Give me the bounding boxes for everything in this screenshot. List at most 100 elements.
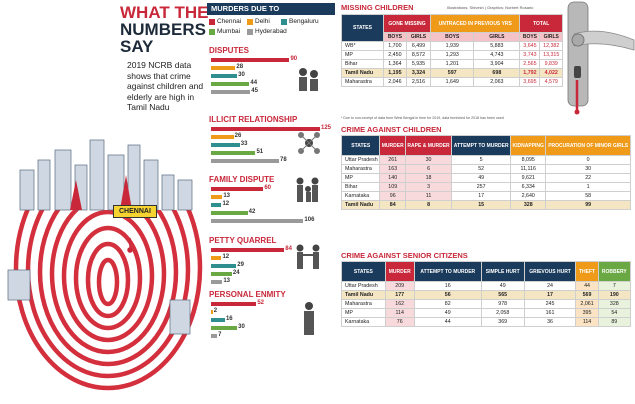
state-cell: Karnataka (340, 191, 381, 201)
value-cell: 2,640 (510, 191, 547, 201)
bar-value-label: 26 (234, 133, 242, 139)
murders-header: MURDERS DUE TO (207, 3, 335, 15)
bar-bengaluru (211, 264, 237, 268)
th-gone-missing: GONE MISSING (382, 14, 432, 33)
column-header: ROBBERY (597, 261, 632, 282)
legend-label: Bengaluru (289, 18, 319, 25)
headline-line-3: SAY (120, 37, 154, 56)
th-total: TOTAL (519, 14, 563, 33)
column-header: GRIEVOUS HURT (523, 261, 577, 282)
legend-chennai: Chennai (209, 18, 241, 25)
value-cell: 5,883 (473, 41, 521, 51)
value-cell: 49 (413, 308, 482, 318)
column-header: THEFT (575, 261, 599, 282)
bar-value-label: 51 (256, 149, 264, 155)
value-cell: 395 (575, 308, 599, 318)
table-row: MP 114 49 2,058 161 395 54 (341, 308, 632, 318)
legend-swatch (209, 28, 215, 35)
value-cell: 2,061 (575, 299, 599, 309)
value-cell: 7 (597, 281, 632, 291)
category-personal-enmity-title: PERSONAL ENMITY (209, 290, 286, 299)
value-cell: 0 (545, 155, 631, 165)
column-header: ATTEMPT TO MURDER (413, 261, 482, 282)
value-cell: 8,572 (405, 50, 432, 60)
value-cell: 6 (404, 164, 453, 174)
state-cell: WB* (341, 41, 384, 51)
headline: WHAT THE NUMBERS SAY (120, 4, 210, 55)
value-cell: 11 (404, 191, 453, 201)
bar-delhi (211, 310, 213, 314)
value-cell: 17 (523, 290, 577, 300)
value-cell: 2,058 (480, 308, 525, 318)
table-row: Maharastra 2,046 2,516 1,649 2,063 3,695 4,579 (341, 77, 563, 87)
table-row: Tamil Nadu 84 8 15 328 99 (340, 200, 631, 210)
bar-mumbai (211, 151, 256, 155)
bar-value-label: 60 (264, 185, 271, 191)
value-cell: 2,516 (405, 77, 432, 87)
bar-value-label: 30 (238, 72, 245, 78)
value-cell: 16 (413, 281, 482, 291)
value-cell: 8,095 (510, 155, 547, 165)
headline-line-1: WHAT THE (120, 3, 209, 22)
state-cell: Maharastra (341, 77, 384, 87)
table-row: Uttar Pradesh 209 16 49 24 44 7 (341, 281, 632, 291)
table-row: Maharastra 162 82 978 245 2,061 328 (341, 299, 632, 309)
bar-value-label: 84 (285, 246, 292, 252)
temple-towers (70, 175, 132, 210)
bar-value-label: 106 (304, 217, 315, 223)
state-cell: Bihar (341, 59, 384, 69)
legend-swatch (247, 18, 253, 25)
bar-value-label: 13 (223, 278, 231, 284)
state-cell: Uttar Pradesh (341, 281, 386, 291)
value-cell: 36 (523, 317, 577, 327)
illicit-relationship-icon (298, 132, 320, 154)
value-cell: 3,743 (519, 50, 541, 60)
state-cell: Maharastra (340, 164, 381, 174)
bar-bengaluru (211, 143, 240, 147)
table-row: Bihar 109 3 257 6,334 1 (340, 182, 631, 192)
legend-mumbai: Mumbai (209, 28, 240, 35)
table-row: Karnataka 96 11 17 2,640 58 (340, 191, 631, 201)
bar-chennai (211, 302, 257, 306)
value-cell: 190 (597, 290, 632, 300)
value-cell: 209 (384, 281, 415, 291)
value-cell: 76 (384, 317, 415, 327)
value-cell: 1,364 (383, 59, 407, 69)
state-cell: MP (340, 173, 381, 183)
value-cell: 44 (575, 281, 599, 291)
value-cell: 114 (575, 317, 599, 327)
crime-seniors-table: STATES MURDER ATTEMPT TO MURDER SIMPLE HURT… (341, 261, 632, 327)
column-header: SIMPLE HURT (480, 261, 525, 282)
value-cell: 2,063 (473, 77, 521, 87)
value-cell: 257 (451, 182, 512, 192)
value-cell: 261 (379, 155, 406, 165)
value-cell: 1,792 (519, 68, 541, 78)
value-cell: 328 (597, 299, 632, 309)
value-cell: 1 (545, 182, 631, 192)
value-cell: 3,645 (519, 41, 541, 51)
table-row: WB* 1,700 6,499 1,939 5,883 3,645 12,382 (341, 41, 563, 51)
bar-value-label: 2 (213, 308, 218, 314)
crime-seniors-title: CRIME AGAINST SENIOR CITIZENS (341, 251, 468, 260)
legend-label: Chennai (217, 18, 242, 25)
value-cell: 44 (413, 317, 482, 327)
value-cell: 54 (597, 308, 632, 318)
category-family-dispute-title: FAMILY DISPUTE (209, 175, 275, 184)
bar-mumbai (211, 272, 232, 276)
value-cell: 3,324 (405, 68, 432, 78)
value-cell: 49 (480, 281, 525, 291)
column-header: STATES (341, 261, 386, 282)
bar-value-label: 90 (290, 56, 298, 62)
legend-swatch (209, 18, 215, 25)
table-row: Tamil Nadu 177 56 565 17 569 190 (341, 290, 632, 300)
state-cell: Uttar Pradesh (340, 155, 381, 165)
th-boys: BOYS (519, 32, 541, 42)
bar-delhi (211, 195, 223, 199)
legend-delhi: Delhi (247, 18, 270, 25)
legend-label: Mumbai (217, 28, 241, 35)
value-cell: 3,904 (473, 59, 521, 69)
bar-chennai (211, 248, 285, 252)
value-cell: 161 (523, 308, 577, 318)
legend-swatch (281, 18, 287, 25)
